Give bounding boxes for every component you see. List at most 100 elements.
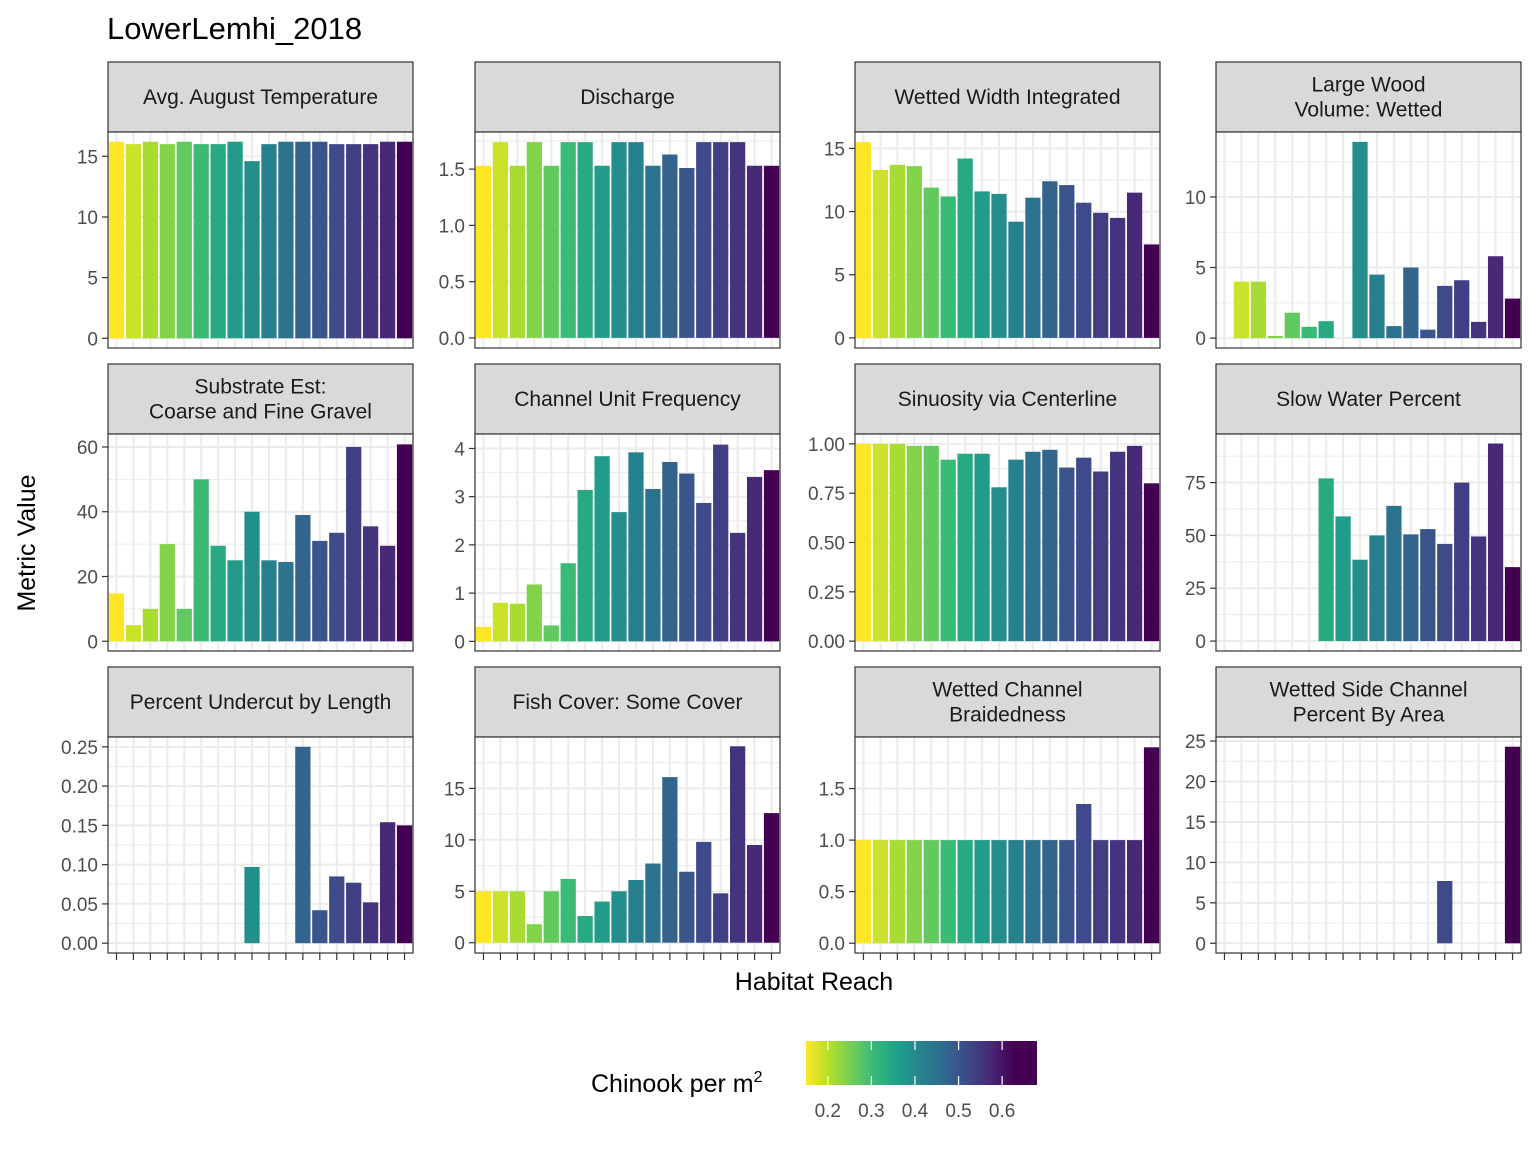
bar <box>1110 451 1126 642</box>
bar <box>1471 536 1487 642</box>
bar <box>1352 559 1368 642</box>
bar <box>295 746 311 944</box>
panel-background <box>108 132 413 348</box>
bar <box>577 915 593 943</box>
bar <box>475 626 492 642</box>
facet-panel: Sinuosity via Centerline 0.00 0.25 0.50 0.75… <box>808 363 1161 653</box>
bar <box>594 165 610 338</box>
y-tick-label: 0.20 <box>61 777 98 798</box>
facet-strip <box>1215 61 1522 133</box>
bar <box>1059 185 1075 338</box>
bar <box>855 443 872 642</box>
bar <box>1076 202 1092 338</box>
bar <box>923 840 939 944</box>
bar <box>855 142 872 338</box>
bar <box>295 141 311 339</box>
facet-strip <box>854 666 1161 738</box>
bar <box>645 165 661 338</box>
y-tick-label: 5 <box>1195 894 1206 915</box>
bar <box>1386 326 1402 339</box>
bar <box>696 502 712 642</box>
bar <box>560 878 576 943</box>
y-tick-label: 0.25 <box>61 738 98 759</box>
y-tick-label: 5 <box>834 266 845 287</box>
bar <box>142 608 158 642</box>
bar <box>526 142 542 338</box>
bar <box>906 445 922 642</box>
bar <box>1454 482 1470 642</box>
bar <box>611 512 627 642</box>
y-tick-label: 0.0 <box>439 329 465 350</box>
facet-panel: Channel Unit Frequency 0 1 2 3 4 <box>454 363 781 653</box>
bar <box>1093 471 1109 642</box>
bar <box>1352 141 1368 339</box>
bar <box>1487 443 1504 642</box>
facet-strip-label: Braidedness <box>949 704 1066 727</box>
bar <box>1008 221 1024 338</box>
bar <box>730 746 746 943</box>
bar <box>363 526 379 642</box>
bar <box>872 840 889 944</box>
bar <box>1369 274 1385 339</box>
bar <box>1143 483 1160 642</box>
bar <box>1301 326 1317 339</box>
bar <box>346 446 362 642</box>
bar <box>492 142 509 338</box>
bar <box>662 777 678 943</box>
bar <box>628 452 644 642</box>
panel-border <box>854 131 1161 349</box>
facet-strip-label: Percent By Area <box>1293 704 1445 727</box>
y-tick-label: 10 <box>444 831 465 852</box>
bar <box>662 461 678 642</box>
bar <box>696 841 712 943</box>
bar <box>645 488 661 642</box>
bar <box>1110 840 1126 944</box>
bar <box>159 144 175 339</box>
bar <box>363 144 379 339</box>
bar <box>1471 321 1487 339</box>
bar <box>210 144 226 339</box>
bar <box>1025 840 1041 944</box>
bar <box>1076 457 1092 642</box>
y-tick-label: 0.05 <box>61 895 98 916</box>
y-tick-label: 25 <box>1185 732 1206 753</box>
bar <box>1420 329 1436 339</box>
bar <box>662 154 678 338</box>
bar <box>526 924 542 943</box>
y-tick-label: 0.00 <box>61 934 98 955</box>
legend-tick-label: 0.3 <box>858 1101 884 1122</box>
bar <box>679 168 695 338</box>
facet-strip <box>474 666 781 738</box>
bar <box>1267 336 1283 339</box>
y-tick-label: 0.5 <box>819 883 845 904</box>
y-tick-label: 0 <box>87 329 98 350</box>
bar <box>1076 804 1092 944</box>
bar <box>594 901 610 943</box>
bar <box>108 141 125 339</box>
facet-strip-label: Discharge <box>580 86 675 109</box>
bar <box>889 164 905 338</box>
panel-background <box>475 434 780 651</box>
bar <box>957 840 973 944</box>
facet-strip-label: Large Wood <box>1311 74 1425 97</box>
bar <box>379 822 396 944</box>
bar <box>957 453 973 642</box>
y-tick-label: 1 <box>454 584 465 605</box>
bar <box>1454 280 1470 339</box>
bar <box>261 560 277 642</box>
chart-title: LowerLemhi_2018 <box>107 11 362 46</box>
bar <box>628 879 644 943</box>
bar <box>679 473 695 642</box>
bar <box>1437 881 1453 944</box>
color-legend: Chinook per m2 0.2 0.3 0.4 0.5 0.6 <box>591 1041 1037 1122</box>
bar <box>396 825 413 944</box>
bar <box>1059 840 1075 944</box>
facet-strip-label: Percent Undercut by Length <box>130 691 392 714</box>
y-tick-label: 0.5 <box>439 273 465 294</box>
bar <box>577 142 593 338</box>
y-tick-label: 0 <box>1195 934 1206 955</box>
bar <box>940 459 956 642</box>
bar <box>1250 281 1266 339</box>
